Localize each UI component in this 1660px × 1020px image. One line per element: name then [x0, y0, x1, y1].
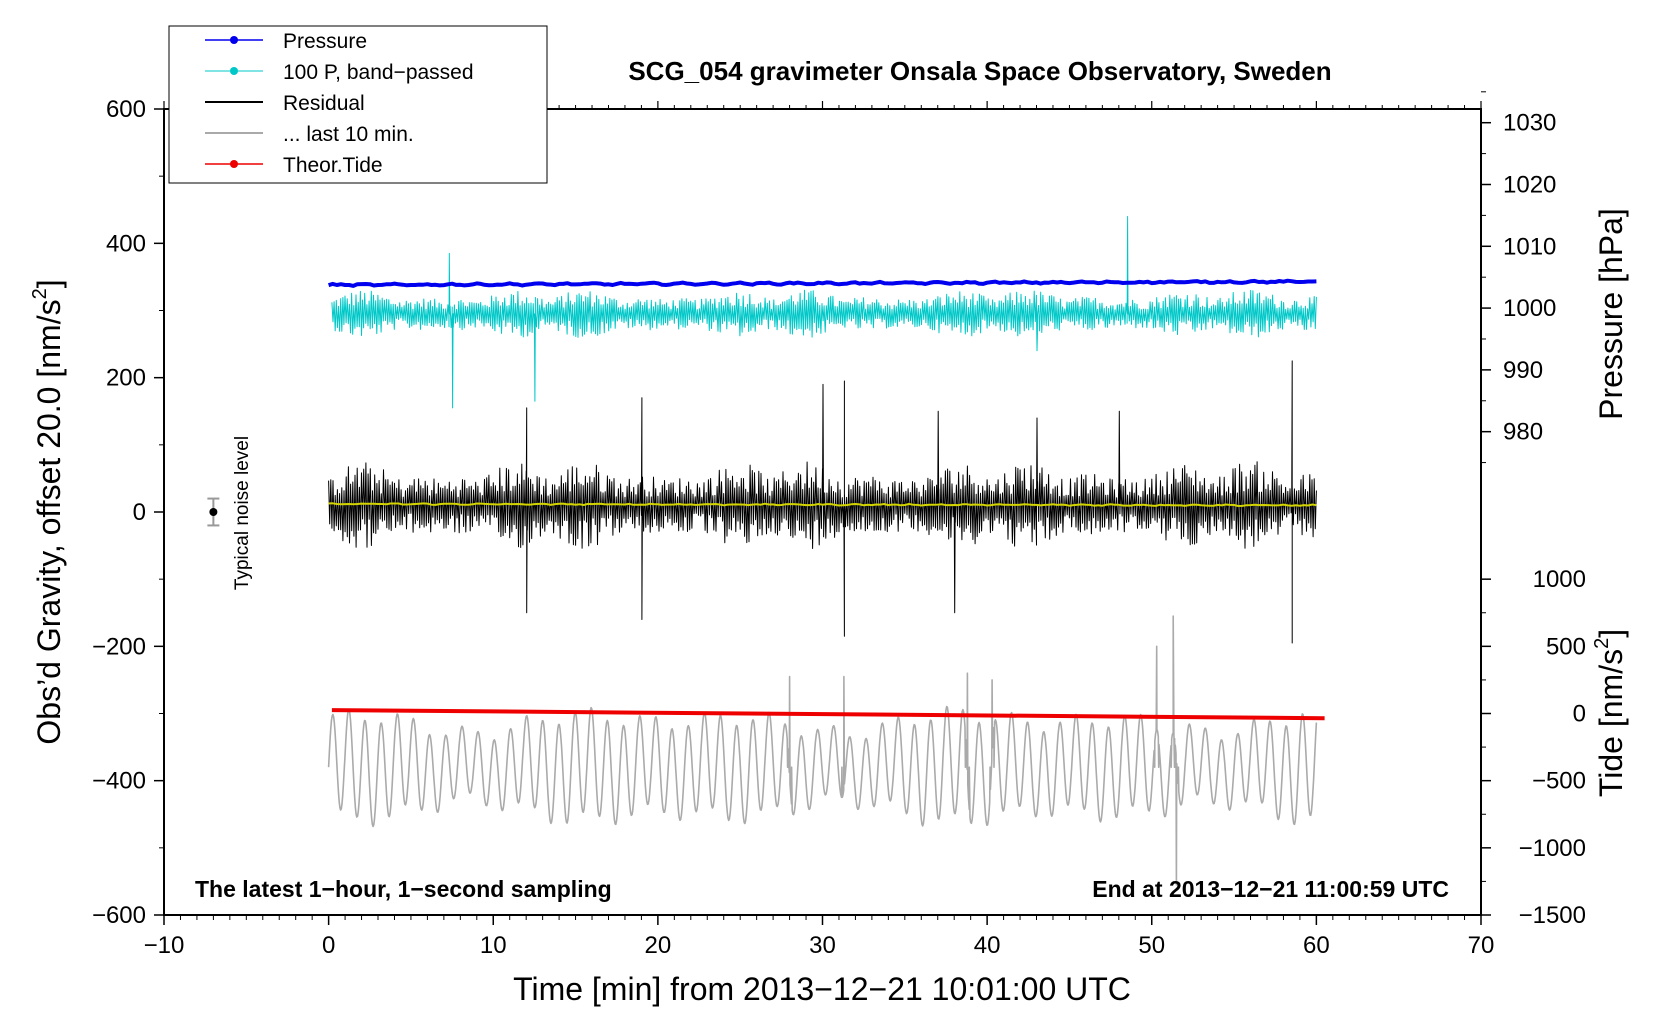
- y-axis-title-sup: 2: [29, 288, 51, 299]
- noise-label: Typical noise level: [232, 436, 253, 590]
- series-line-pressure: [327, 278, 1317, 288]
- series-line-last-10-min: [327, 615, 1318, 886]
- series-line-theor-tide: [331, 708, 1325, 721]
- x-tick-label: 10: [480, 932, 507, 959]
- legend-swatch-marker: [230, 67, 238, 75]
- legend: Pressure 100 P, band−passed Residual ...…: [168, 25, 548, 184]
- legend-label-residual: Residual: [283, 92, 365, 115]
- tide-tick-label: 500: [1546, 633, 1586, 660]
- noise-center-dot: [209, 508, 218, 516]
- pressure-tick-label: 1030: [1503, 110, 1556, 137]
- y-tick-label: −400: [92, 768, 146, 795]
- series-line-residual: [328, 360, 1317, 644]
- y-tick-label: 400: [106, 230, 146, 257]
- y-tick-label: −200: [92, 633, 146, 660]
- pressure-tick-label: 980: [1503, 419, 1543, 446]
- x-tick-label: 60: [1303, 932, 1330, 959]
- y-tick-label: −600: [92, 902, 146, 929]
- tide-axis-title-sup: 2: [1591, 638, 1613, 649]
- y-axis-title-end: ]: [31, 279, 67, 288]
- legend-label-last-10-min: ... last 10 min.: [283, 123, 414, 146]
- tide-tick-label: −1500: [1519, 902, 1586, 929]
- tide-axis-title-main: Tide [nm/s: [1593, 649, 1629, 797]
- x-tick-label: 50: [1138, 932, 1165, 959]
- legend-label-band-passed: 100 P, band−passed: [283, 61, 474, 84]
- chart-title: SCG_054 gravimeter Onsala Space Observat…: [628, 56, 1331, 86]
- legend-swatch-marker: [230, 160, 238, 168]
- legend-label-theor-tide: Theor.Tide: [283, 154, 383, 177]
- plot-frame: [163, 108, 1482, 916]
- x-tick-label: 0: [322, 932, 335, 959]
- y-tick-label: 200: [106, 365, 146, 392]
- pressure-axis-title: Pressure [hPa]: [1593, 208, 1629, 420]
- annotation-bottom-right: End at 2013−12−21 11:00:59 UTC: [1092, 876, 1449, 902]
- legend-box: [168, 25, 548, 184]
- y-axis-title: Obs’d Gravity, offset 20.0 [nm/s2]: [29, 279, 67, 744]
- series-line-residual-mean: [328, 502, 1317, 507]
- legend-swatch-marker: [230, 36, 238, 44]
- tide-tick-label: −1000: [1519, 835, 1586, 862]
- tide-tick-label: 1000: [1533, 566, 1586, 593]
- legend-label-pressure: Pressure: [283, 30, 367, 53]
- series-layer: [327, 216, 1325, 886]
- series-line-100-p-band-passed: [331, 216, 1317, 409]
- annotation-bottom-left: The latest 1−hour, 1−second sampling: [195, 876, 612, 902]
- pressure-tick-label: 1010: [1503, 233, 1556, 260]
- tide-axis-title: Tide [nm/s2]: [1591, 629, 1629, 797]
- x-tick-label: −10: [144, 932, 185, 959]
- x-tick-label: 70: [1468, 932, 1495, 959]
- y-axis-title-main: Obs’d Gravity, offset 20.0 [nm/s: [31, 299, 67, 744]
- x-axis-title: Time [min] from 2013−12−21 10:01:00 UTC: [513, 971, 1131, 1007]
- noise-indicator: Typical noise level: [207, 436, 253, 590]
- y-tick-label: 600: [106, 96, 146, 123]
- axes-layer: −10 0 10 20 30 40 50 60 70−600−400−2000200400600…: [92, 91, 1586, 959]
- tide-tick-label: 0: [1573, 701, 1586, 728]
- pressure-tick-label: 990: [1503, 357, 1543, 384]
- x-tick-label: 30: [809, 932, 836, 959]
- x-tick-label: 40: [974, 932, 1001, 959]
- x-tick-label: 20: [645, 932, 672, 959]
- tide-tick-label: −500: [1532, 768, 1586, 795]
- y-tick-label: 0: [133, 499, 146, 526]
- pressure-tick-label: 1020: [1503, 171, 1556, 198]
- pressure-tick-label: 1000: [1503, 295, 1556, 322]
- tide-axis-title-end: ]: [1593, 629, 1629, 638]
